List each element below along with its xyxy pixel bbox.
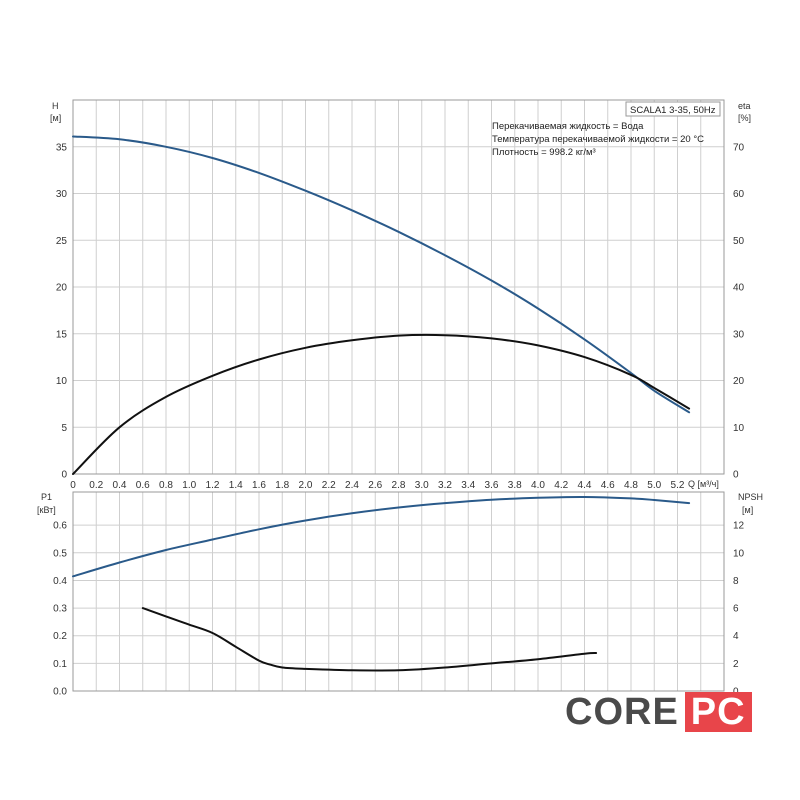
- y-right-unit-top: [%]: [738, 113, 751, 123]
- x-tick-label: 4.8: [624, 480, 638, 491]
- y-right-tick-label: 8: [733, 576, 739, 587]
- y-right-tick-label: 20: [733, 376, 745, 387]
- x-tick-label: 4.0: [531, 480, 545, 491]
- series-line-1-1: [141, 607, 598, 672]
- x-tick-label: 4.6: [601, 480, 615, 491]
- y-right-tick-label: 70: [733, 142, 745, 153]
- y-left-tick-label: 25: [56, 236, 68, 247]
- y-left-unit-bottom: [кВт]: [37, 505, 56, 515]
- x-tick-label: 3.0: [415, 480, 429, 491]
- y-left-tick-label: 5: [61, 423, 67, 434]
- x-tick-label: 2.4: [345, 480, 359, 491]
- corepc-logo: CORE PC: [565, 692, 752, 732]
- y-right-tick-label: 30: [733, 329, 745, 340]
- model-box: [625, 101, 721, 117]
- y-left-tick-label: 10: [56, 376, 68, 387]
- x-tick-label: 4.2: [554, 480, 568, 491]
- y-left-tick-label: 0.0: [53, 687, 67, 698]
- x-tick-label: 5.2: [671, 480, 685, 491]
- y-right-tick-label: 12: [733, 521, 745, 532]
- x-tick-label: 1.8: [275, 480, 289, 491]
- x-tick-label: 0: [70, 480, 76, 491]
- density-label: Плотность = 998.2 кг/м³: [492, 147, 596, 158]
- y-left-unit-top: [м]: [50, 113, 61, 123]
- y-left-tick-label: 35: [56, 142, 68, 153]
- x-tick-label: 3.2: [438, 480, 452, 491]
- x-tick-label: 3.6: [485, 480, 499, 491]
- x-axis-unit-label: Q [м³/ч]: [688, 479, 719, 489]
- x-tick-label: 0.6: [136, 480, 150, 491]
- y-right-tick-label: 0: [733, 470, 739, 481]
- tick-layer: 0 5 10 15 20 25 30 35 0 10 20 30 40 50 60 70 0 0.2 0.4 0.6 0…: [53, 142, 744, 697]
- x-tick-label: 0.2: [89, 480, 103, 491]
- y-left-label-bottom: P1: [41, 492, 52, 502]
- y-left-tick-label: 0.6: [53, 521, 67, 532]
- y-left-tick-label: 0.1: [53, 659, 67, 670]
- y-right-tick-label: 60: [733, 189, 745, 200]
- x-tick-label: 2.2: [322, 480, 336, 491]
- x-tick-label: 2.8: [392, 480, 406, 491]
- series-line-0-0: [72, 135, 691, 414]
- y-right-tick-label: 6: [733, 604, 739, 615]
- y-right-tick-label: 2: [733, 659, 739, 670]
- x-tick-label: 5.0: [647, 480, 661, 491]
- x-tick-label: 2.0: [299, 480, 313, 491]
- x-tick-label: 1.2: [206, 480, 220, 491]
- y-right-tick-label: 40: [733, 283, 745, 294]
- x-tick-label: 0.4: [113, 480, 127, 491]
- y-left-tick-label: 0.4: [53, 576, 67, 587]
- temperature-label: Температура перекачиваемой жидкости = 20…: [492, 134, 704, 145]
- y-left-tick-label: 0.5: [53, 548, 67, 559]
- plot-frame: [72, 491, 725, 692]
- y-left-label-top: H: [52, 101, 59, 111]
- y-left-tick-label: 30: [56, 189, 68, 200]
- y-left-tick-label: 0.2: [53, 631, 67, 642]
- y-left-tick-label: 15: [56, 329, 68, 340]
- series-line-0-1: [72, 333, 691, 475]
- series-line-1-0: [72, 495, 691, 578]
- x-tick-label: 1.6: [252, 480, 266, 491]
- logo-core-text: CORE: [565, 691, 679, 733]
- logo-pc-text: PC: [684, 692, 752, 732]
- x-tick-label: 0.8: [159, 480, 173, 491]
- y-left-tick-label: 20: [56, 283, 68, 294]
- y-right-tick-label: 50: [733, 236, 745, 247]
- y-right-unit-bottom: [м]: [742, 505, 753, 515]
- x-tick-label: 2.6: [368, 480, 382, 491]
- y-right-label-bottom: NPSH: [738, 492, 763, 502]
- frame-layer: [72, 99, 725, 692]
- y-right-tick-label: 10: [733, 423, 745, 434]
- x-tick-label: 1.0: [182, 480, 196, 491]
- y-left-tick-label: 0.3: [53, 604, 67, 615]
- x-tick-label: 4.4: [578, 480, 592, 491]
- y-right-tick-label: 4: [733, 631, 739, 642]
- plot-frame: [72, 99, 725, 475]
- x-tick-label: 3.4: [461, 480, 475, 491]
- x-tick-label: 3.8: [508, 480, 522, 491]
- y-right-tick-label: 10: [733, 548, 745, 559]
- model-label: SCALA1 3-35, 50Hz: [630, 105, 716, 116]
- series-layer: [72, 135, 691, 672]
- liquid-label: Перекачиваемая жидкость = Вода: [492, 121, 644, 132]
- y-right-label-top: eta: [738, 101, 751, 111]
- x-tick-label: 1.4: [229, 480, 243, 491]
- y-left-tick-label: 0: [61, 470, 67, 481]
- info-box: SCALA1 3-35, 50Hz Перекачиваемая жидкост…: [492, 101, 721, 158]
